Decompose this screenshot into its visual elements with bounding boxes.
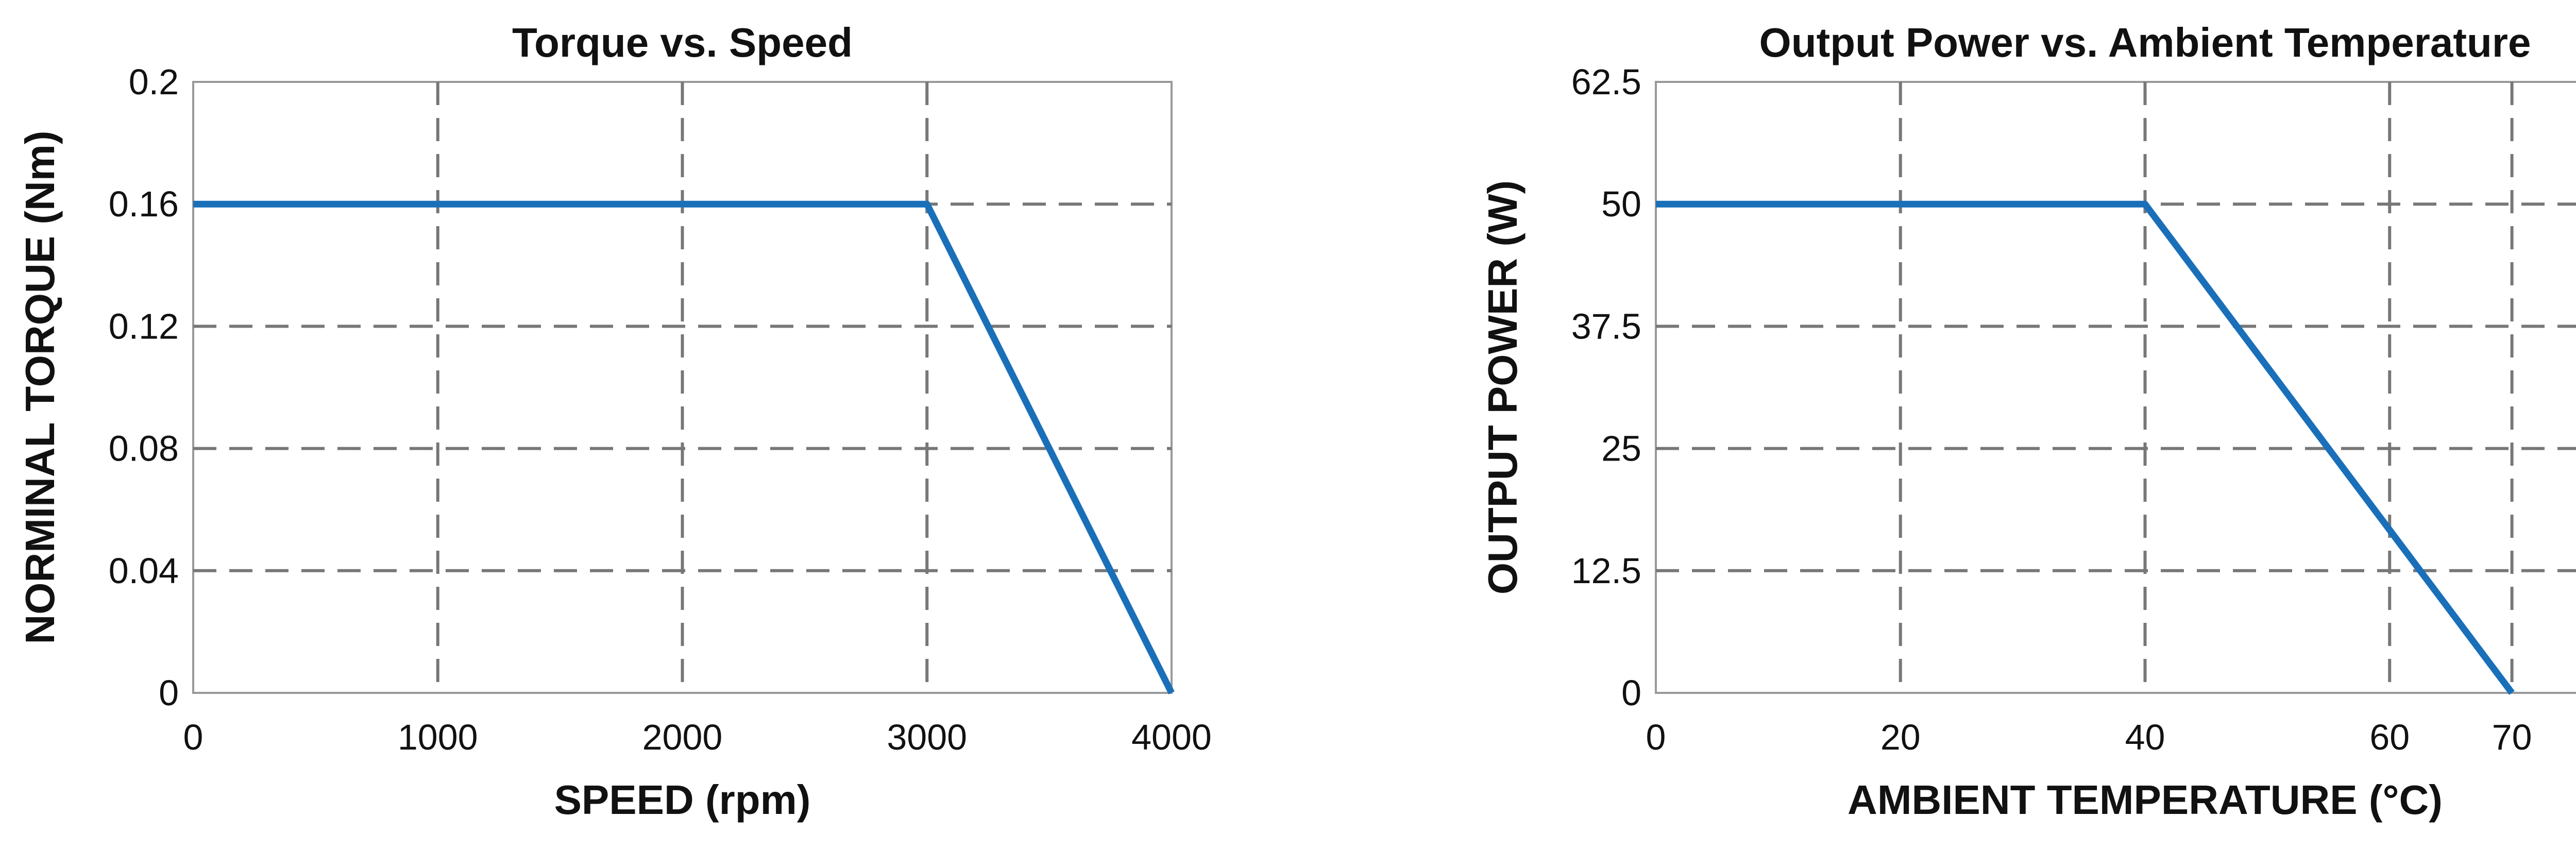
y-tick-label: 0: [159, 673, 179, 713]
chart-title: Torque vs. Speed: [512, 20, 853, 65]
x-tick-label: 20: [1880, 717, 1921, 757]
y-tick-label: 25: [1601, 429, 1641, 469]
y-tick-label: 50: [1601, 184, 1641, 224]
y-tick-label: 12.5: [1571, 551, 1641, 591]
y-axis-label: NORMINAL TORQUE (Nm): [17, 130, 63, 644]
data-line: [193, 200, 1175, 694]
y-tick-label: 62.5: [1571, 62, 1641, 102]
x-tick-label: 2000: [642, 717, 723, 757]
x-tick-label: 3000: [887, 717, 967, 757]
y-tick-label: 37.5: [1571, 306, 1641, 346]
x-tick-label: 40: [2125, 717, 2165, 757]
chart-title: Output Power vs. Ambient Temperature: [1759, 20, 2531, 65]
y-axis-label: OUTPUT POWER (W): [1480, 180, 1526, 594]
x-tick-label: 1000: [398, 717, 478, 757]
x-tick-label: 70: [2492, 717, 2532, 757]
y-tick-label: 0.16: [109, 184, 179, 224]
y-tick-label: 0.2: [129, 62, 179, 102]
y-tick-label: 0.12: [109, 306, 179, 346]
data-line: [1656, 200, 2515, 695]
x-tick-label: 0: [183, 717, 204, 757]
plot-area: [1655, 81, 2576, 694]
y-tick-label: 0.08: [109, 429, 179, 469]
x-axis-label: AMBIENT TEMPERATURE (°C): [1848, 777, 2443, 823]
x-tick-label: 60: [2369, 717, 2410, 757]
x-tick-label: 4000: [1131, 717, 1212, 757]
x-axis-label: SPEED (rpm): [554, 777, 811, 823]
y-tick-label: 0: [1621, 673, 1641, 713]
y-tick-label: 0.04: [109, 551, 179, 591]
x-tick-label: 0: [1646, 717, 1666, 757]
